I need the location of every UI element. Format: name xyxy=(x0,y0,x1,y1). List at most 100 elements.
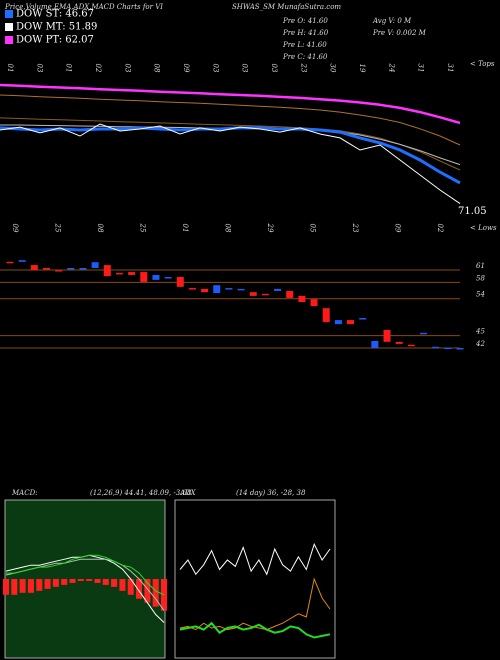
series-line xyxy=(0,83,461,125)
candle xyxy=(91,262,99,268)
date-label: 03 xyxy=(35,64,43,73)
histogram-bar xyxy=(61,579,68,585)
date-label: 25 xyxy=(54,223,62,233)
date-label: 19 xyxy=(358,64,366,73)
adx-panel xyxy=(174,499,336,659)
candle xyxy=(395,341,403,344)
series-line xyxy=(0,94,461,146)
histogram-bar xyxy=(77,579,84,581)
date-label: 03 xyxy=(270,64,278,73)
histogram-bar xyxy=(69,579,76,583)
series-line xyxy=(179,621,331,639)
candle xyxy=(213,285,221,293)
histogram-bar xyxy=(152,579,159,607)
series-line xyxy=(6,554,165,596)
level-label: 45 xyxy=(475,328,485,336)
title-right: SHWAS_SM MunafaSutra.com xyxy=(232,3,341,11)
candle xyxy=(420,332,428,335)
date-label: 23 xyxy=(299,63,307,73)
candle xyxy=(310,299,318,307)
legend-swatch xyxy=(5,10,13,18)
date-label: 01 xyxy=(6,64,14,73)
candle xyxy=(444,347,452,350)
histogram-bar xyxy=(52,579,59,587)
candle xyxy=(286,290,294,298)
candle xyxy=(407,344,415,347)
histogram-bar xyxy=(19,579,26,593)
histogram-bar xyxy=(11,579,18,595)
date-label: 31 xyxy=(446,64,454,73)
date-label: 30 xyxy=(329,64,337,73)
date-label: 29 xyxy=(266,223,274,233)
candle xyxy=(201,288,209,293)
date-label: 09 xyxy=(394,224,402,233)
candle xyxy=(42,267,50,270)
side-label: < Lows xyxy=(470,224,497,232)
candle xyxy=(261,293,269,296)
histogram-bar xyxy=(36,579,43,591)
series-line xyxy=(179,542,331,576)
date-label: 09 xyxy=(11,224,19,233)
candle xyxy=(128,272,136,275)
candle xyxy=(359,318,367,320)
histogram-bar xyxy=(27,579,34,593)
candle xyxy=(79,267,87,270)
date-label: 23 xyxy=(351,223,359,233)
series-line xyxy=(0,123,461,205)
candle xyxy=(115,272,123,275)
candle xyxy=(30,265,38,271)
candle xyxy=(456,347,464,350)
legend-label: DOW PT: 62.07 xyxy=(16,35,94,46)
series-line xyxy=(0,117,461,171)
candle xyxy=(225,288,233,290)
histogram-bar xyxy=(94,579,101,583)
candle xyxy=(188,288,196,290)
candle xyxy=(55,270,63,272)
title-left: Price,Volume,EMA,ADX,MACD Charts for VI xyxy=(4,3,163,11)
candle xyxy=(140,272,148,282)
info: Pre C: 41.60 xyxy=(282,53,328,61)
info: Pre L: 41.60 xyxy=(282,41,327,49)
histogram-bar xyxy=(3,579,9,595)
candle xyxy=(6,261,14,264)
candle xyxy=(383,329,391,342)
date-label: 25 xyxy=(139,223,147,233)
histogram-bar xyxy=(136,579,143,599)
candle xyxy=(18,260,26,262)
level-label: 58 xyxy=(476,274,485,282)
candle xyxy=(103,265,111,277)
date-label: 08 xyxy=(153,64,161,73)
series-line xyxy=(0,126,461,185)
level-label: 42 xyxy=(475,340,485,348)
legend-swatch xyxy=(5,36,13,44)
date-label: 02 xyxy=(94,64,102,73)
candle xyxy=(347,320,355,325)
candle xyxy=(371,341,379,348)
candle xyxy=(176,276,184,287)
histogram-bar xyxy=(111,579,118,587)
panel-params: (12,26,9) 44.41, 48.09, -3.68 xyxy=(90,489,192,497)
histogram-bar xyxy=(119,579,126,591)
histogram-bar xyxy=(86,579,93,581)
date-label: 08 xyxy=(224,224,232,233)
candle xyxy=(432,346,440,349)
candle xyxy=(334,320,342,325)
candle xyxy=(298,295,306,303)
date-label: 01 xyxy=(65,64,73,73)
candle xyxy=(152,274,160,280)
candle xyxy=(164,276,172,279)
info: Avg V: 0 M xyxy=(372,17,412,25)
date-label: 03 xyxy=(211,64,219,73)
histogram-bar xyxy=(44,579,51,589)
date-label: 24 xyxy=(387,63,395,73)
date-label: 02 xyxy=(436,224,444,233)
candle xyxy=(274,288,282,291)
panel-label: ADX xyxy=(179,489,197,497)
candle xyxy=(237,288,245,291)
side-label: < Tops xyxy=(470,60,495,68)
legend-label: DOW MT: 51.89 xyxy=(16,22,97,33)
info: Pre O: 41.60 xyxy=(282,17,328,25)
legend-swatch xyxy=(5,23,13,31)
